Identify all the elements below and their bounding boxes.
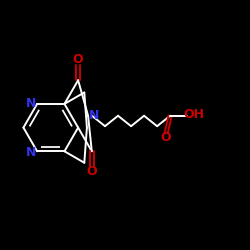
- Text: O: O: [161, 132, 171, 144]
- Text: OH: OH: [183, 108, 204, 122]
- Text: O: O: [73, 54, 84, 66]
- Text: N: N: [89, 109, 99, 122]
- Text: N: N: [26, 97, 36, 110]
- Text: N: N: [26, 146, 36, 158]
- Text: O: O: [86, 165, 97, 178]
